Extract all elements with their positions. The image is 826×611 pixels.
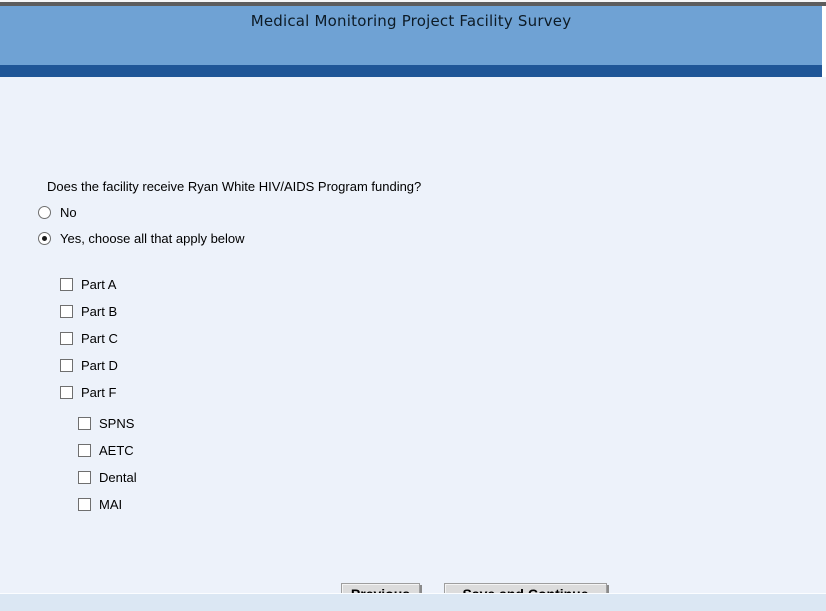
checkbox-row-mai[interactable]: MAI [78, 497, 122, 512]
top-highlight-line [0, 0, 826, 2]
checkbox-part-f[interactable] [60, 386, 73, 399]
question-text: Does the facility receive Ryan White HIV… [47, 179, 422, 194]
header-stripe [0, 65, 822, 77]
checkbox-part-c-label: Part C [81, 331, 118, 346]
radio-option-0[interactable]: No [38, 205, 77, 220]
page-header: Medical Monitoring Project Facility Surv… [0, 6, 822, 65]
checkbox-spns-label: SPNS [99, 416, 135, 431]
checkbox-part-a-label: Part A [81, 277, 117, 292]
radio-option-1[interactable]: Yes, choose all that apply below [38, 231, 245, 246]
checkbox-part-d-label: Part D [81, 358, 118, 373]
radio-no-label: No [60, 205, 77, 220]
top-border-line [0, 2, 826, 6]
checkbox-row-part-a[interactable]: Part A [60, 277, 116, 292]
checkbox-part-a[interactable] [60, 278, 73, 291]
checkbox-row-part-c[interactable]: Part C [60, 331, 118, 346]
checkbox-dental-label: Dental [99, 470, 137, 485]
checkbox-dental[interactable] [78, 471, 91, 484]
checkbox-mai-label: MAI [99, 497, 123, 512]
checkbox-part-f-label: Part F [81, 385, 117, 400]
checkbox-row-part-d[interactable]: Part D [60, 358, 118, 373]
checkbox-row-part-f[interactable]: Part F [60, 385, 116, 400]
checkbox-row-aetc[interactable]: AETC [78, 443, 134, 458]
checkbox-row-spns[interactable]: SPNS [78, 416, 134, 431]
footer-strip [0, 593, 826, 611]
page-title: Medical Monitoring Project Facility Surv… [250, 12, 572, 30]
radio-no[interactable] [38, 206, 51, 219]
checkbox-spns[interactable] [78, 417, 91, 430]
radio-yes-label: Yes, choose all that apply below [60, 231, 245, 246]
survey-content: Does the facility receive Ryan White HIV… [0, 77, 826, 605]
checkbox-row-part-b[interactable]: Part B [60, 304, 117, 319]
checkbox-row-dental[interactable]: Dental [78, 470, 137, 485]
checkbox-mai[interactable] [78, 498, 91, 511]
radio-yes[interactable] [38, 232, 51, 245]
checkbox-aetc[interactable] [78, 444, 91, 457]
checkbox-part-b[interactable] [60, 305, 73, 318]
checkbox-part-d[interactable] [60, 359, 73, 372]
checkbox-part-c[interactable] [60, 332, 73, 345]
checkbox-part-b-label: Part B [81, 304, 118, 319]
checkbox-aetc-label: AETC [99, 443, 134, 458]
